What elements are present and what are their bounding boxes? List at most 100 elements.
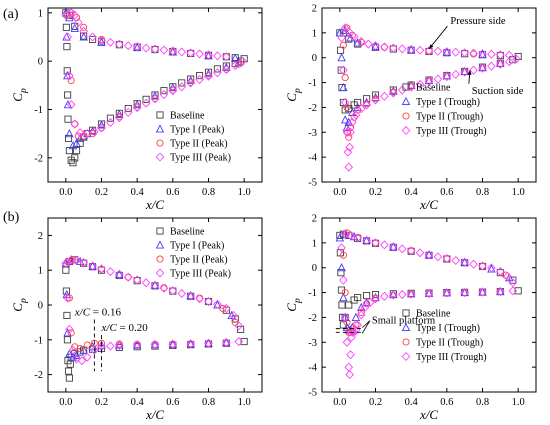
x-tick-label: 0.4 <box>405 187 419 198</box>
data-point <box>380 91 389 101</box>
data-point <box>337 66 345 74</box>
data-point <box>132 275 142 285</box>
data-point <box>97 123 106 133</box>
legend-label: Baseline <box>416 83 451 94</box>
data-point <box>76 344 84 353</box>
annotation-arrowhead <box>467 70 472 75</box>
data-point <box>123 272 133 282</box>
legend-label: Type I (Peak) <box>170 125 224 136</box>
data-point <box>72 147 81 155</box>
data-point <box>341 289 349 297</box>
data-point <box>349 327 359 337</box>
data-point <box>79 32 88 41</box>
data-point <box>79 257 88 268</box>
data-point <box>337 263 346 272</box>
y-axis-label-sub: p <box>293 298 303 304</box>
y-tick-label: 2 <box>38 231 43 242</box>
data-point <box>62 23 70 31</box>
panel-label-a: (a) <box>3 7 19 22</box>
data-point <box>343 24 351 32</box>
data-point <box>512 54 521 64</box>
legend-label: Type II (Peak) <box>170 255 228 266</box>
data-point <box>354 106 362 114</box>
annotation-label: x/C = 0.20 <box>101 322 149 334</box>
data-point <box>340 229 350 238</box>
annotation-label: Small platform <box>372 316 435 327</box>
data-point <box>424 46 434 56</box>
data-point <box>347 117 357 127</box>
data-point <box>340 97 350 108</box>
y-tick-label: 1 <box>38 266 43 277</box>
data-point <box>90 345 99 355</box>
data-point <box>415 248 425 258</box>
legend-marker <box>156 227 164 235</box>
data-point <box>97 339 106 347</box>
data-point <box>504 50 514 60</box>
data-point <box>344 27 354 37</box>
data-point <box>238 56 247 66</box>
data-point <box>63 67 71 75</box>
data-point <box>337 286 345 294</box>
data-point <box>344 162 354 172</box>
data-point <box>73 17 83 28</box>
data-point <box>503 271 512 281</box>
data-point <box>352 321 360 329</box>
data-point <box>345 142 354 152</box>
data-point <box>115 39 124 49</box>
data-point <box>346 230 355 240</box>
data-point <box>340 312 350 322</box>
data-point <box>362 97 371 107</box>
plot-frame <box>47 217 263 393</box>
x-tick-label: 0.2 <box>95 397 108 408</box>
annotation-label: Suction side <box>472 86 524 97</box>
data-point <box>106 341 115 351</box>
annotation-var: x/C <box>101 322 118 334</box>
y-tick-label: -3 <box>308 338 317 349</box>
data-point <box>80 23 88 31</box>
data-point <box>406 44 416 55</box>
legend-label: Type I (Peak) <box>170 241 224 252</box>
data-point <box>177 82 187 92</box>
data-point <box>371 91 380 99</box>
data-point <box>339 98 347 107</box>
data-point <box>229 310 238 320</box>
data-point <box>150 340 160 350</box>
data-point <box>72 138 81 147</box>
legend-marker <box>402 112 410 120</box>
data-point <box>415 45 425 55</box>
legend-marker <box>401 351 411 362</box>
data-point <box>106 114 114 122</box>
data-point <box>442 288 452 298</box>
data-point <box>62 266 70 274</box>
data-point <box>115 340 124 350</box>
data-point <box>356 104 366 114</box>
y-axis-label-sub: p <box>19 298 29 304</box>
x-axis-label: x/C <box>419 197 438 212</box>
data-point <box>240 337 248 346</box>
x-tick-label: 0.2 <box>369 187 382 198</box>
y-axis-label: Cp <box>10 298 29 312</box>
data-point <box>451 69 461 79</box>
data-point <box>357 308 365 317</box>
data-point <box>150 280 160 289</box>
data-point <box>354 293 362 302</box>
data-point <box>97 120 106 129</box>
data-point <box>88 32 97 42</box>
y-tick-label: -2 <box>308 313 317 324</box>
data-point <box>338 301 346 309</box>
data-point <box>397 290 407 300</box>
x-tick-label: 0.2 <box>369 397 382 408</box>
data-point <box>406 289 416 299</box>
data-point <box>132 103 142 113</box>
data-point <box>222 306 230 314</box>
y-tick-label: 1 <box>312 238 317 249</box>
annotation-arrowhead <box>429 44 434 50</box>
data-point <box>204 338 213 348</box>
data-point <box>360 302 370 313</box>
data-point <box>345 370 354 380</box>
data-point <box>353 38 362 47</box>
data-point <box>451 47 461 57</box>
data-point <box>339 82 348 92</box>
data-point <box>195 74 204 85</box>
data-point <box>478 63 487 73</box>
